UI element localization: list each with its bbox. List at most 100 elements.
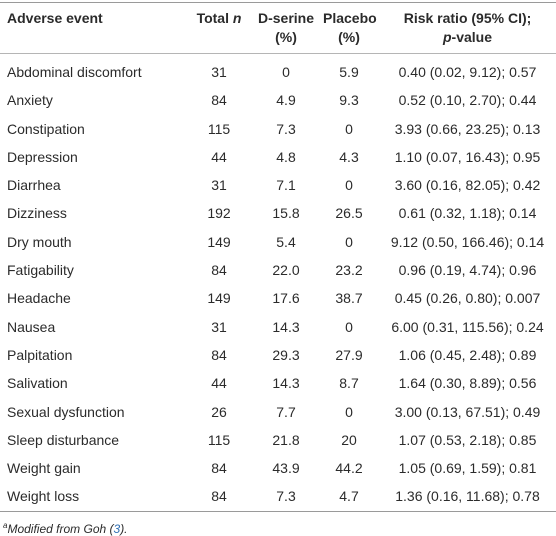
header-text: n bbox=[232, 10, 242, 26]
header-cell: Total n bbox=[185, 2, 253, 54]
value-cell: 1.36 (0.16, 11.68); 0.78 bbox=[395, 488, 540, 505]
value-cell: 9.12 (0.50, 166.46); 0.14 bbox=[390, 233, 545, 250]
header-text: p bbox=[442, 29, 452, 45]
value-cell: 149 bbox=[207, 290, 231, 307]
value-cell: 22.0 bbox=[272, 262, 300, 279]
value-cell: 0 bbox=[345, 403, 353, 420]
value-cell: 14.3 bbox=[272, 375, 300, 392]
value-cell: 0.61 (0.32, 1.18); 0.14 bbox=[398, 205, 537, 222]
value-cell: 0 bbox=[345, 233, 353, 250]
value-cell: 1.07 (0.53, 2.18); 0.85 bbox=[398, 431, 537, 448]
value-cell: 0 bbox=[345, 120, 353, 137]
event-cell: Anxiety bbox=[7, 92, 53, 109]
table-row: Dry mouth 149 5.4 0 9.12 (0.50, 166.46); 0.1… bbox=[0, 228, 556, 256]
adverse-events-table: Adverse event Total n D-serine (%) Placeb… bbox=[0, 2, 556, 512]
value-cell: 8.7 bbox=[339, 375, 359, 392]
value-cell: 43.9 bbox=[272, 460, 300, 477]
value-cell: 29.3 bbox=[272, 346, 300, 363]
table-row: Sexual dysfunction 26 7.7 0 3.00 (0.13, 67.5… bbox=[0, 398, 556, 426]
value-cell: 0 bbox=[345, 318, 353, 335]
value-cell: 31 bbox=[211, 318, 227, 335]
value-cell: 14.3 bbox=[272, 318, 300, 335]
value-cell: 6.00 (0.31, 115.56); 0.24 bbox=[391, 318, 544, 335]
value-cell: 27.9 bbox=[335, 346, 363, 363]
table-row: Weight loss 84 7.3 4.7 1.36 (0.16, 11.68); 0… bbox=[0, 482, 556, 511]
value-cell: 31 bbox=[211, 64, 227, 80]
value-cell: 44 bbox=[211, 375, 227, 392]
value-cell: 7.1 bbox=[276, 177, 296, 194]
value-cell: 9.3 bbox=[339, 92, 359, 109]
table-row: Palpitation 84 29.3 27.9 1.06 (0.45, 2.48); … bbox=[0, 341, 556, 369]
value-cell: 0 bbox=[345, 177, 353, 194]
value-cell: 4.3 bbox=[339, 148, 359, 165]
value-cell: 149 bbox=[207, 233, 231, 250]
value-cell: 44.2 bbox=[335, 460, 363, 477]
header-cell: Risk ratio (95% CI); p-value bbox=[379, 2, 556, 54]
header-text: Total bbox=[196, 10, 229, 26]
value-cell: 23.2 bbox=[335, 262, 363, 279]
value-cell: 1.06 (0.45, 2.48); 0.89 bbox=[398, 346, 537, 363]
value-cell: 17.6 bbox=[272, 290, 300, 307]
value-cell: 115 bbox=[207, 431, 231, 448]
header-text: Adverse event bbox=[7, 10, 103, 26]
value-cell: 7.3 bbox=[276, 488, 296, 505]
table-row: Abdominal discomfort 31 0 5.9 0.40 (0.02, 9.… bbox=[0, 54, 556, 87]
value-cell: 26 bbox=[211, 403, 227, 420]
value-cell: 0.45 (0.26, 0.80); 0.007 bbox=[394, 290, 541, 307]
value-cell: 115 bbox=[207, 120, 231, 137]
event-cell: Sleep disturbance bbox=[7, 431, 120, 448]
value-cell: 84 bbox=[211, 262, 227, 279]
table-row: Sleep disturbance 115 21.8 20 1.07 (0.53, 2.… bbox=[0, 426, 556, 454]
value-cell: 3.60 (0.16, 82.05); 0.42 bbox=[394, 177, 541, 194]
table-row: Anxiety 84 4.9 9.3 0.52 (0.10, 2.70); 0.44 bbox=[0, 86, 556, 114]
value-cell: 7.3 bbox=[276, 120, 296, 137]
event-cell: Abdominal discomfort bbox=[7, 64, 142, 80]
value-cell: 38.7 bbox=[335, 290, 363, 307]
header-cell: D-serine (%) bbox=[253, 2, 319, 54]
value-cell: 0.40 (0.02, 9.12); 0.57 bbox=[398, 64, 537, 80]
header-text: D-serine bbox=[257, 10, 315, 26]
value-cell: 0.96 (0.19, 4.74); 0.96 bbox=[398, 262, 537, 279]
event-cell: Nausea bbox=[7, 318, 56, 335]
event-cell: Diarrhea bbox=[7, 177, 61, 194]
value-cell: 0.52 (0.10, 2.70); 0.44 bbox=[398, 92, 537, 109]
header-text: Placebo bbox=[323, 10, 377, 26]
footnote-ref[interactable]: 3 bbox=[113, 521, 121, 536]
value-cell: 5.4 bbox=[276, 233, 296, 250]
value-cell: 15.8 bbox=[272, 205, 300, 222]
event-cell: Headache bbox=[7, 290, 71, 307]
footnote-text: Modified from Goh ( bbox=[7, 521, 114, 536]
value-cell: 20 bbox=[341, 431, 357, 448]
table-body: Abdominal discomfort 31 0 5.9 0.40 (0.02, 9.… bbox=[0, 54, 556, 512]
value-cell: 1.05 (0.69, 1.59); 0.81 bbox=[398, 460, 537, 477]
event-cell: Depression bbox=[7, 148, 78, 165]
footnote: aModified from Goh (3). bbox=[3, 521, 556, 536]
table-row: Nausea 31 14.3 0 6.00 (0.31, 115.56); 0.24 bbox=[0, 313, 556, 341]
header-text: (%) bbox=[338, 29, 360, 45]
header-text: Risk ratio (95% CI); bbox=[403, 10, 532, 26]
value-cell: 4.7 bbox=[339, 488, 359, 505]
event-cell: Palpitation bbox=[7, 346, 73, 363]
table-row: Salivation 44 14.3 8.7 1.64 (0.30, 8.89); 0.… bbox=[0, 369, 556, 397]
value-cell: 31 bbox=[211, 177, 227, 194]
table-row: Headache 149 17.6 38.7 0.45 (0.26, 0.80); 0.… bbox=[0, 284, 556, 312]
event-cell: Constipation bbox=[7, 120, 85, 137]
event-cell: Salivation bbox=[7, 375, 68, 392]
value-cell: 3.93 (0.66, 23.25); 0.13 bbox=[394, 120, 541, 137]
table-row: Diarrhea 31 7.1 0 3.60 (0.16, 82.05); 0.42 bbox=[0, 171, 556, 199]
value-cell: 7.7 bbox=[276, 403, 296, 420]
value-cell: 84 bbox=[211, 346, 227, 363]
table-row: Dizziness 192 15.8 26.5 0.61 (0.32, 1.18); 0… bbox=[0, 199, 556, 227]
value-cell: 84 bbox=[211, 92, 227, 109]
value-cell: 4.8 bbox=[276, 148, 296, 165]
footnote-text: ). bbox=[120, 521, 128, 536]
event-cell: Weight gain bbox=[7, 460, 81, 477]
value-cell: 84 bbox=[211, 488, 227, 505]
value-cell: 4.9 bbox=[276, 92, 296, 109]
header-cell: Placebo (%) bbox=[319, 2, 379, 54]
value-cell: 5.9 bbox=[339, 64, 359, 80]
event-cell: Dry mouth bbox=[7, 233, 72, 250]
event-cell: Sexual dysfunction bbox=[7, 403, 125, 420]
value-cell: 3.00 (0.13, 67.51); 0.49 bbox=[394, 403, 541, 420]
